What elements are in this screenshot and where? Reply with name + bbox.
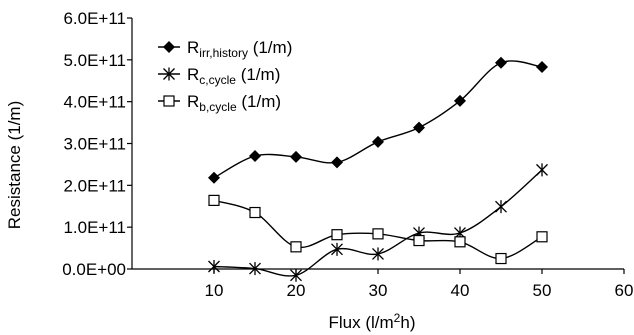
x-tick-label: 30 <box>369 281 388 300</box>
legend-label-sub: irr,history <box>199 46 248 60</box>
legend-marker-diamond <box>163 41 175 53</box>
y-tick-label: 4.0E+11 <box>63 93 126 112</box>
series-square <box>208 194 548 265</box>
legend-item: Rb,cycle (1/m) <box>158 92 281 114</box>
legend-label-unit: (1/m) <box>236 65 280 84</box>
legend-marker-asterisk <box>163 67 175 81</box>
data-point-diamond <box>372 135 384 148</box>
data-point-square <box>249 206 261 219</box>
data-point-square <box>290 241 302 253</box>
x-tick-label: 40 <box>451 281 470 300</box>
series-diamond <box>208 56 548 184</box>
y-tick-label: 1.0E+11 <box>63 218 126 237</box>
data-point-square <box>331 229 343 241</box>
data-point-square <box>536 231 548 243</box>
data-point-asterisk <box>331 242 343 256</box>
x-axis-title: Flux (l/m2h) <box>329 311 416 332</box>
data-point-diamond <box>536 60 548 73</box>
x-axis-title-main: Flux (l/m <box>329 313 394 332</box>
legend-label-sub: b,cycle <box>199 100 237 114</box>
legend: Rirr,history (1/m)Rc,cycle (1/m)Rb,cycle… <box>158 38 292 114</box>
legend-item: Rc,cycle (1/m) <box>158 65 280 87</box>
data-point-diamond <box>208 171 220 184</box>
data-point-asterisk <box>495 200 507 214</box>
legend-label-sub: c,cycle <box>199 73 236 87</box>
data-point-asterisk <box>536 163 548 177</box>
legend-label-main: R <box>187 92 199 111</box>
data-point-diamond <box>290 150 302 163</box>
x-axis-title-sup: 2 <box>394 311 401 325</box>
x-tick-label: 50 <box>533 281 552 300</box>
data-point-asterisk <box>208 259 220 273</box>
y-tick-label: 0.0E+00 <box>62 260 126 279</box>
y-tick-label: 6.0E+11 <box>63 9 126 28</box>
x-tick-label: 60 <box>615 281 634 300</box>
legend-label: Rb,cycle (1/m) <box>187 92 281 114</box>
data-point-diamond <box>331 156 343 169</box>
y-tick-label: 3.0E+11 <box>63 135 126 154</box>
legend-label: Rc,cycle (1/m) <box>187 65 280 87</box>
series-layer <box>208 56 548 282</box>
data-point-square <box>208 194 220 206</box>
series-asterisk <box>208 163 548 282</box>
data-point-diamond <box>454 94 466 107</box>
y-axis-title: Resistance (1/m) <box>5 101 24 229</box>
legend-marker-square <box>163 95 175 107</box>
x-axis-title-tail: h) <box>400 313 415 332</box>
ticks: 0.0E+00 1.0E+11 2.0E+11 3.0E+11 4.0E+11 5.0E+… <box>62 9 633 300</box>
data-point-diamond <box>249 150 261 163</box>
legend-label-unit: (1/m) <box>237 92 281 111</box>
legend-label-unit: (1/m) <box>248 38 292 57</box>
legend-item: Rirr,history (1/m) <box>158 38 292 60</box>
data-point-square <box>454 236 466 248</box>
data-point-asterisk <box>249 262 261 276</box>
data-point-diamond <box>413 121 425 134</box>
x-tick-label: 20 <box>287 281 306 300</box>
x-tick-label: 10 <box>205 281 224 300</box>
legend-label-main: R <box>187 65 199 84</box>
data-point-asterisk <box>290 268 302 282</box>
data-point-asterisk <box>372 247 384 261</box>
data-point-square <box>495 252 507 265</box>
y-tick-label: 5.0E+11 <box>63 51 126 70</box>
data-point-square <box>413 234 425 247</box>
y-tick-label: 2.0E+11 <box>63 176 126 195</box>
data-point-diamond <box>495 56 507 69</box>
data-point-square <box>372 228 384 240</box>
legend-label: Rirr,history (1/m) <box>187 38 292 60</box>
legend-label-main: R <box>187 38 199 57</box>
